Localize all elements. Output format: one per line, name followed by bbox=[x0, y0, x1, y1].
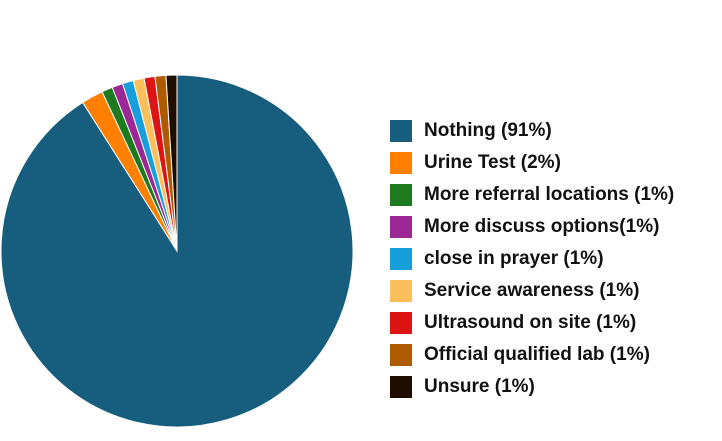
legend-swatch bbox=[390, 344, 412, 366]
legend-swatch bbox=[390, 216, 412, 238]
legend-swatch bbox=[390, 152, 412, 174]
legend-label: Nothing (91%) bbox=[424, 120, 552, 141]
legend-label: Unsure (1%) bbox=[424, 376, 535, 397]
legend-swatch bbox=[390, 184, 412, 206]
legend-swatch bbox=[390, 312, 412, 334]
legend-label: close in prayer (1%) bbox=[424, 248, 604, 269]
pie-slice bbox=[0, 74, 354, 428]
pie-slice bbox=[165, 74, 178, 252]
legend-swatch bbox=[390, 120, 412, 142]
legend-label: Urine Test (2%) bbox=[424, 152, 561, 173]
legend-label: Ultrasound on site (1%) bbox=[424, 312, 636, 333]
legend-label: Service awareness (1%) bbox=[424, 280, 639, 301]
legend-label: More discuss options(1%) bbox=[424, 216, 659, 237]
legend-label: Official qualified lab (1%) bbox=[424, 344, 650, 365]
legend-label: More referral locations (1%) bbox=[424, 184, 674, 205]
legend-swatch bbox=[390, 376, 412, 398]
legend-swatch bbox=[390, 280, 412, 302]
legend-swatch bbox=[390, 248, 412, 270]
